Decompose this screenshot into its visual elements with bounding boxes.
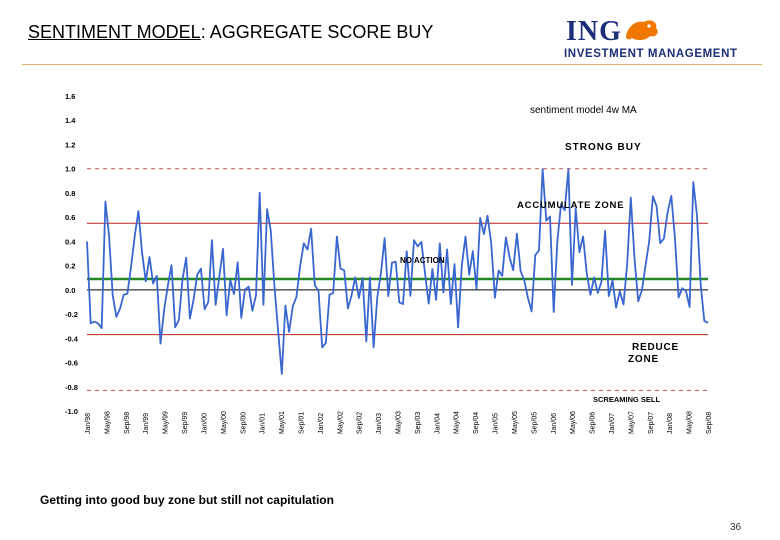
chart-caption: Getting into good buy zone but still not…: [40, 493, 334, 507]
y-tick-label: 1.4: [65, 116, 76, 125]
logo-subtitle: INVESTMENT MANAGEMENT: [564, 48, 738, 60]
logo-brand: ING: [566, 16, 622, 47]
x-tick-label: Sep/05: [531, 412, 538, 434]
no-action-label: NO ACTION: [400, 256, 445, 265]
y-tick-label: 0.4: [65, 237, 76, 246]
x-tick-label: May/99: [163, 411, 170, 434]
y-tick-label: 1.0: [65, 165, 75, 174]
lion-icon: [626, 20, 658, 41]
sentiment-chart: 1.6 1.4 1.2 1.0 0.8 0.6 0.4 0.2 0.0 -0.2 -0.4 -0.6 -…: [65, 92, 713, 434]
x-tick-label: Jan/03: [376, 413, 383, 434]
x-tick-label: Jan/98: [85, 413, 92, 434]
x-tick-label: May/07: [628, 411, 635, 434]
x-tick-label: Sep/06: [590, 412, 597, 434]
series-line-sentiment: [86, 168, 709, 375]
x-tick-label: Jan/04: [434, 413, 441, 434]
x-tick-label: May/03: [396, 411, 403, 434]
x-tick-label: May/05: [512, 411, 519, 434]
x-tick-label: Sep/00: [240, 412, 247, 434]
y-tick-label: 0.6: [65, 213, 75, 222]
x-tick-label: Jan/07: [609, 413, 616, 434]
x-tick-label: Jan/06: [551, 413, 558, 434]
title-rest: : AGGREGATE SCORE BUY: [200, 22, 434, 42]
x-tick-label: May/04: [454, 411, 461, 434]
x-tick-label: May/00: [221, 411, 228, 434]
x-tick-label: May/02: [337, 411, 344, 434]
x-tick-label: Jan/05: [493, 413, 500, 434]
x-tick-label: Jan/02: [318, 413, 325, 434]
x-tick-label: May/06: [570, 411, 577, 434]
x-tick-label: Sep/04: [473, 412, 480, 434]
reduce-zone-label-1: REDUCE: [632, 342, 679, 353]
y-tick-label: -1.0: [65, 407, 78, 416]
x-tick-label: May/08: [687, 411, 694, 434]
x-tick-label: Sep/08: [706, 412, 713, 434]
page-title: SENTIMENT MODEL: AGGREGATE SCORE BUY: [28, 22, 433, 43]
x-tick-label: Jan/00: [201, 413, 208, 434]
x-tick-label: Sep/07: [648, 412, 655, 434]
y-tick-label: 0.8: [65, 189, 75, 198]
reduce-zone-label-2: ZONE: [628, 354, 659, 365]
x-tick-label: Sep/98: [124, 412, 131, 434]
y-tick-label: 0.0: [65, 286, 75, 295]
x-tick-label: May/98: [104, 411, 111, 434]
title-main: SENTIMENT MODEL: [28, 22, 201, 42]
y-tick-label: -0.8: [65, 383, 78, 392]
x-tick-label: Jan/01: [260, 413, 267, 434]
screaming-sell-label: SCREAMING SELL: [593, 395, 661, 404]
y-tick-label: -0.4: [65, 334, 79, 343]
x-tick-label: Sep/01: [298, 412, 305, 434]
y-tick-label: 1.2: [65, 140, 75, 149]
ing-logo: ING INVESTMENT MANAGEMENT: [560, 14, 780, 64]
title-divider: [22, 64, 762, 65]
x-tick-label: Jan/08: [667, 413, 674, 434]
x-tick-label: Sep/02: [357, 412, 364, 434]
legend-label: sentiment model 4w MA: [530, 105, 637, 116]
x-tick-label: Sep/03: [415, 412, 422, 434]
y-tick-label: -0.6: [65, 359, 78, 368]
y-tick-label: 0.2: [65, 262, 75, 271]
strong-buy-label: STRONG BUY: [565, 142, 642, 153]
y-tick-label: -0.2: [65, 310, 78, 319]
x-tick-label: Sep/99: [182, 412, 189, 434]
y-tick-label: 1.6: [65, 92, 75, 101]
x-tick-label: May/01: [279, 411, 286, 434]
accumulate-zone-label: ACCUMULATE ZONE: [517, 200, 624, 211]
x-tick-label: Jan/99: [143, 413, 150, 434]
page-number: 36: [730, 522, 742, 533]
